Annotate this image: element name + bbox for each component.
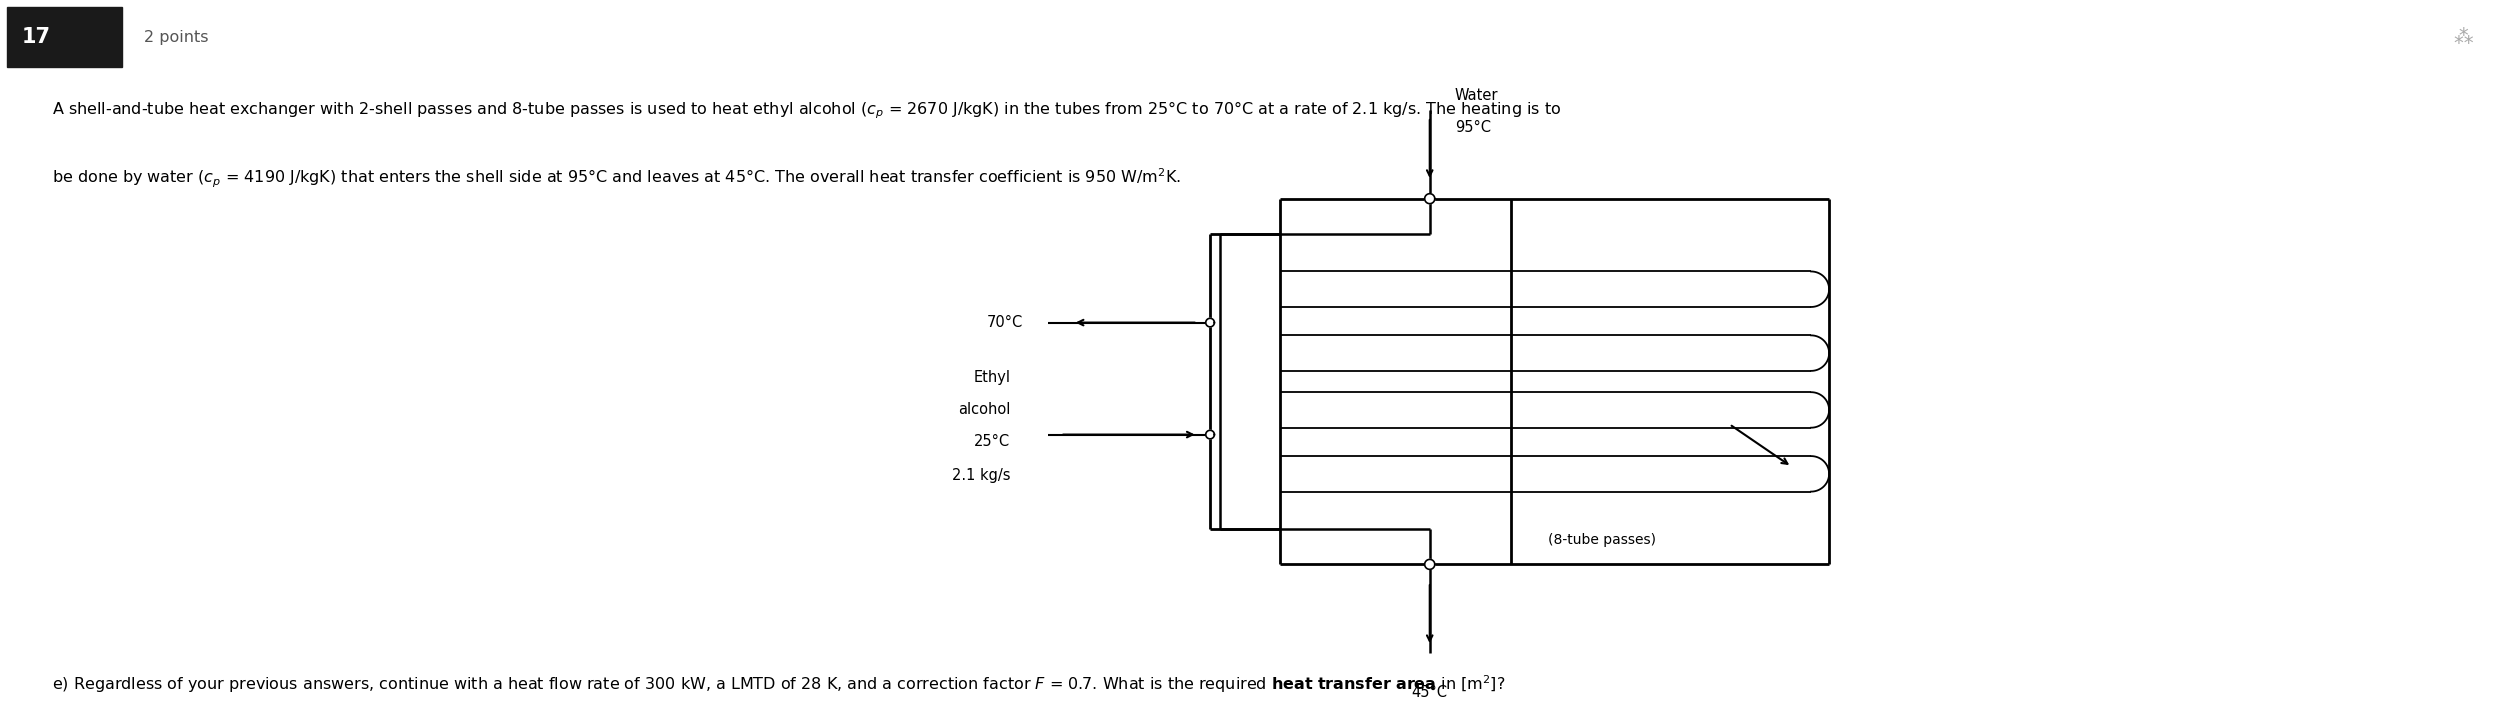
Bar — [8, 7, 123, 67]
Text: Water: Water — [1456, 88, 1498, 103]
Polygon shape — [1205, 319, 1215, 327]
Text: 45°C: 45°C — [1411, 685, 1448, 700]
Text: 95°C: 95°C — [1456, 119, 1491, 135]
Text: e) Regardless of your previous answers, continue with a heat flow rate of 300 kW: e) Regardless of your previous answers, … — [53, 673, 1506, 695]
Text: Ethyl: Ethyl — [974, 370, 1012, 385]
Text: 2.1 kg/s: 2.1 kg/s — [951, 468, 1012, 483]
Text: 25°C: 25°C — [974, 434, 1012, 449]
Text: 17: 17 — [23, 28, 50, 48]
Polygon shape — [1426, 560, 1436, 569]
Text: alcohol: alcohol — [959, 403, 1012, 417]
Text: (8-tube passes): (8-tube passes) — [1549, 533, 1657, 547]
Text: ⁂: ⁂ — [2452, 28, 2472, 47]
Polygon shape — [1205, 430, 1215, 439]
Text: 2 points: 2 points — [143, 30, 208, 45]
Polygon shape — [1426, 194, 1436, 203]
Text: A shell-and-tube heat exchanger with 2-shell passes and 8-tube passes is used to: A shell-and-tube heat exchanger with 2-s… — [53, 99, 1561, 121]
Text: 70°C: 70°C — [986, 315, 1024, 330]
Text: be done by water ($c_p$ = 4190 J/kgK) that enters the shell side at 95°C and lea: be done by water ($c_p$ = 4190 J/kgK) th… — [53, 167, 1180, 190]
